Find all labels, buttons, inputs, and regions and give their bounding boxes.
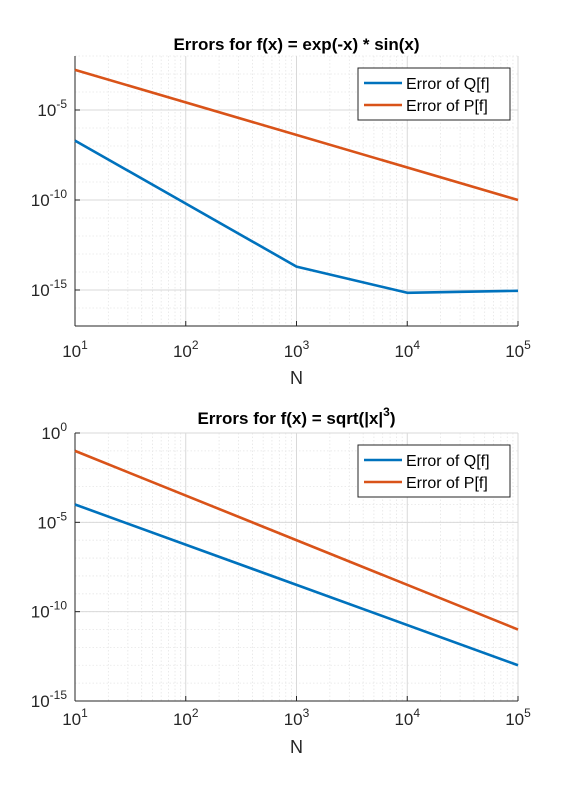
x-tick-label-base: 10 <box>62 710 81 729</box>
y-tick-label-base: 10 <box>41 424 60 443</box>
x-tick-label-exponent: 5 <box>524 706 531 720</box>
x-tick-label: 101 <box>62 706 88 729</box>
y-tick-label-exponent: 0 <box>60 420 67 434</box>
chart-title-superscript: 3 <box>383 405 390 419</box>
y-tick-label: 10-15 <box>31 688 68 711</box>
x-tick-label: 104 <box>394 706 420 729</box>
y-tick-label: 10-5 <box>37 97 67 120</box>
y-tick-label-exponent: -5 <box>56 509 67 523</box>
y-tick-label-base: 10 <box>37 513 56 532</box>
y-tick-label-base: 10 <box>37 101 56 120</box>
x-tick-label-base: 10 <box>62 342 81 361</box>
x-tick-label: 103 <box>284 338 310 361</box>
chart-title-suffix: ) <box>390 409 396 428</box>
x-tick-label-exponent: 4 <box>413 338 420 352</box>
series-line-p <box>74 449 519 631</box>
x-tick-label-base: 10 <box>284 710 303 729</box>
y-tick-label: 100 <box>41 420 67 443</box>
x-tick-label-exponent: 3 <box>303 338 310 352</box>
chart-title: Errors for f(x) = sqrt(|x|3) <box>197 405 395 428</box>
legend: Error of Q[f] Error of P[f] <box>357 67 511 121</box>
x-tick-label-base: 10 <box>505 342 524 361</box>
x-tick-label-exponent: 5 <box>524 338 531 352</box>
y-tick-label-exponent: -10 <box>50 599 68 613</box>
x-tick-label-base: 10 <box>505 710 524 729</box>
x-tick-label-base: 10 <box>173 710 192 729</box>
y-tick-label-base: 10 <box>31 692 50 711</box>
series-line-p <box>74 68 519 202</box>
y-tick-label-exponent: -5 <box>56 97 67 111</box>
x-axis-label: N <box>290 737 303 757</box>
x-tick-label: 102 <box>173 338 199 361</box>
series-line-q <box>74 503 519 667</box>
x-tick-label-exponent: 1 <box>81 706 88 720</box>
y-tick-label-base: 10 <box>31 191 50 210</box>
x-tick-label: 104 <box>394 338 420 361</box>
x-tick-label: 103 <box>284 706 310 729</box>
x-tick-label-exponent: 4 <box>413 706 420 720</box>
x-tick-label-exponent: 1 <box>81 338 88 352</box>
x-tick-label-exponent: 3 <box>303 706 310 720</box>
x-tick-label: 101 <box>62 338 88 361</box>
x-tick-label: 105 <box>505 706 531 729</box>
chart-title-main: Errors for f(x) = sqrt(|x| <box>197 409 383 428</box>
x-axis-label: N <box>290 368 303 388</box>
legend: Error of Q[f] Error of P[f] <box>357 444 511 498</box>
series-line-q <box>74 139 519 295</box>
y-tick-label: 10-15 <box>31 277 68 300</box>
x-tick-label-exponent: 2 <box>192 338 199 352</box>
x-tick-label-base: 10 <box>394 342 413 361</box>
x-tick-label-exponent: 2 <box>192 706 199 720</box>
x-tick-label: 102 <box>173 706 199 729</box>
legend-label-q: Error of Q[f] <box>406 453 490 470</box>
chart-title-main: Errors for f(x) = exp(-x) * sin(x) <box>173 35 419 54</box>
y-tick-label-exponent: -10 <box>50 187 68 201</box>
x-tick-label: 105 <box>505 338 531 361</box>
y-tick-label-exponent: -15 <box>50 277 68 291</box>
legend-box <box>357 444 511 498</box>
y-tick-label-base: 10 <box>31 603 50 622</box>
x-tick-label-base: 10 <box>284 342 303 361</box>
legend-label-q: Error of Q[f] <box>406 76 490 93</box>
x-tick-label-base: 10 <box>394 710 413 729</box>
y-tick-label-exponent: -15 <box>50 688 68 702</box>
x-tick-label-base: 10 <box>173 342 192 361</box>
legend-box <box>357 67 511 121</box>
y-tick-label-base: 10 <box>31 281 50 300</box>
y-tick-label: 10-10 <box>31 599 68 622</box>
y-tick-label: 10-10 <box>31 187 68 210</box>
chart-title: Errors for f(x) = exp(-x) * sin(x) <box>173 35 419 54</box>
y-tick-label: 10-5 <box>37 509 67 532</box>
legend-label-p: Error of P[f] <box>406 98 488 115</box>
grid <box>74 432 519 702</box>
legend-label-p: Error of P[f] <box>406 475 488 492</box>
